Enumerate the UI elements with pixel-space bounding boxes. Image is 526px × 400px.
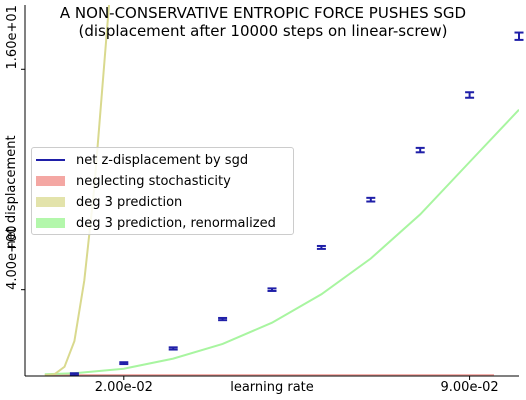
legend-label: deg 3 prediction, renormalized (76, 215, 276, 231)
legend-label: net z-displacement by sgd (76, 152, 249, 168)
legend-label: neglecting stochasticity (76, 173, 231, 189)
deg3-prediction-curve (44, 5, 110, 376)
legend-swatch-band (36, 197, 65, 207)
y-tick-label: 4.00e+00 (5, 225, 20, 289)
legend-item-deg3: deg 3 prediction (36, 192, 182, 212)
chart-title: A NON-CONSERVATIVE ENTROPIC FORCE PUSHES… (59, 4, 467, 22)
sgd-errorbar (415, 146, 425, 154)
x-tick-label: 2.00e-02 (95, 380, 153, 395)
sgd-errorbar (69, 372, 79, 377)
y-axis-label: net displacement (4, 135, 19, 248)
deg3-renormalized-curve (44, 109, 519, 376)
legend-swatch-band (36, 176, 65, 186)
sgd-errorbar (119, 361, 129, 366)
legend-item-neglecting: neglecting stochasticity (36, 171, 231, 191)
legend-item-sgd: net z-displacement by sgd (36, 150, 248, 170)
chart-legend: net z-displacement by sgd neglecting sto… (31, 147, 294, 235)
legend-item-deg3-renorm: deg 3 prediction, renormalized (36, 213, 276, 233)
sgd-errorbar (218, 316, 228, 322)
legend-swatch-band (36, 218, 65, 228)
legend-label: deg 3 prediction (76, 194, 183, 210)
chart-subtitle: (displacement after 10000 steps on linea… (78, 22, 448, 40)
sgd-errorbar (316, 244, 326, 250)
x-axis-label: learning rate (230, 380, 314, 395)
x-tick-label: 9.00e-02 (441, 380, 499, 395)
sgd-errorbar (168, 346, 178, 351)
sgd-errorbar (366, 196, 376, 203)
sgd-errorbar (514, 31, 524, 41)
y-tick-label: 1.60e+01 (5, 5, 20, 69)
legend-swatch-line (36, 159, 65, 161)
sgd-errorbar (465, 91, 475, 99)
sgd-errorbar (267, 287, 277, 292)
